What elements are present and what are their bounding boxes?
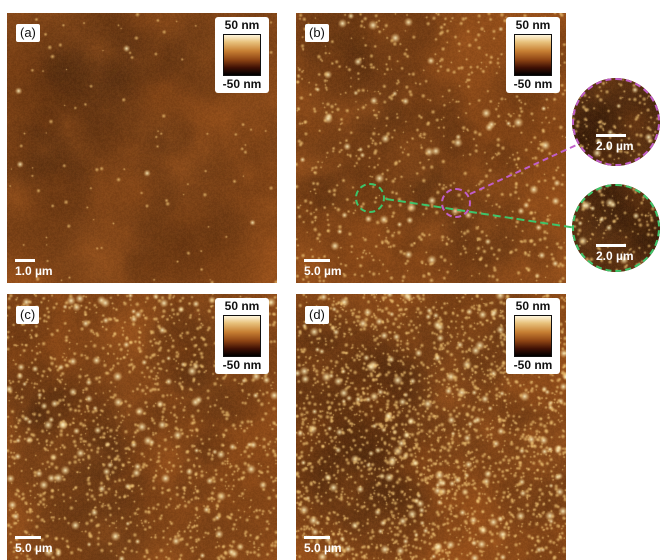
afm-panel-b: (b) 50 nm -50 nm 5.0 µm xyxy=(296,13,566,283)
scale-bar-a: 1.0 µm xyxy=(15,259,53,278)
green-marker-circle xyxy=(355,183,385,213)
magenta-marker-circle xyxy=(441,188,471,218)
colorbar-max-label: 50 nm xyxy=(224,18,260,32)
panel-label-a: (a) xyxy=(16,24,40,42)
colorbar-a: 50 nm -50 nm xyxy=(215,17,269,93)
colorbar-c: 50 nm -50 nm xyxy=(215,298,269,374)
colorbar-min-label: -50 nm xyxy=(513,77,553,91)
colorbar-max-label: 50 nm xyxy=(515,18,551,32)
colorbar-max-label: 50 nm xyxy=(224,299,260,313)
scale-bar-c: 5.0 µm xyxy=(15,536,53,555)
afm-panel-d: (d) 50 nm -50 nm 5.0 µm xyxy=(296,294,566,560)
scale-bar-b: 5.0 µm xyxy=(304,259,342,278)
colorbar-b: 50 nm -50 nm xyxy=(506,17,560,93)
colorbar-d: 50 nm -50 nm xyxy=(506,298,560,374)
scale-bar-label: 5.0 µm xyxy=(304,541,342,555)
colorbar-gradient xyxy=(514,34,552,76)
zoom-ring-magenta xyxy=(572,78,660,166)
zoom-ring-green xyxy=(572,184,660,272)
colorbar-gradient xyxy=(223,34,261,76)
colorbar-gradient xyxy=(514,315,552,357)
panel-label-d: (d) xyxy=(305,306,329,324)
colorbar-gradient xyxy=(223,315,261,357)
panel-label-c: (c) xyxy=(16,306,40,324)
panel-label-b: (b) xyxy=(305,24,329,42)
colorbar-min-label: -50 nm xyxy=(222,358,262,372)
scale-bar-label: 1.0 µm xyxy=(15,264,53,278)
scale-bar-label: 5.0 µm xyxy=(304,264,342,278)
afm-panel-c: (c) 50 nm -50 nm 5.0 µm xyxy=(7,294,277,560)
colorbar-min-label: -50 nm xyxy=(222,77,262,91)
scale-bar-label: 5.0 µm xyxy=(15,541,53,555)
afm-panel-a: (a) 50 nm -50 nm 1.0 µm xyxy=(7,13,277,283)
colorbar-min-label: -50 nm xyxy=(513,358,553,372)
colorbar-max-label: 50 nm xyxy=(515,299,551,313)
scale-bar-d: 5.0 µm xyxy=(304,536,342,555)
